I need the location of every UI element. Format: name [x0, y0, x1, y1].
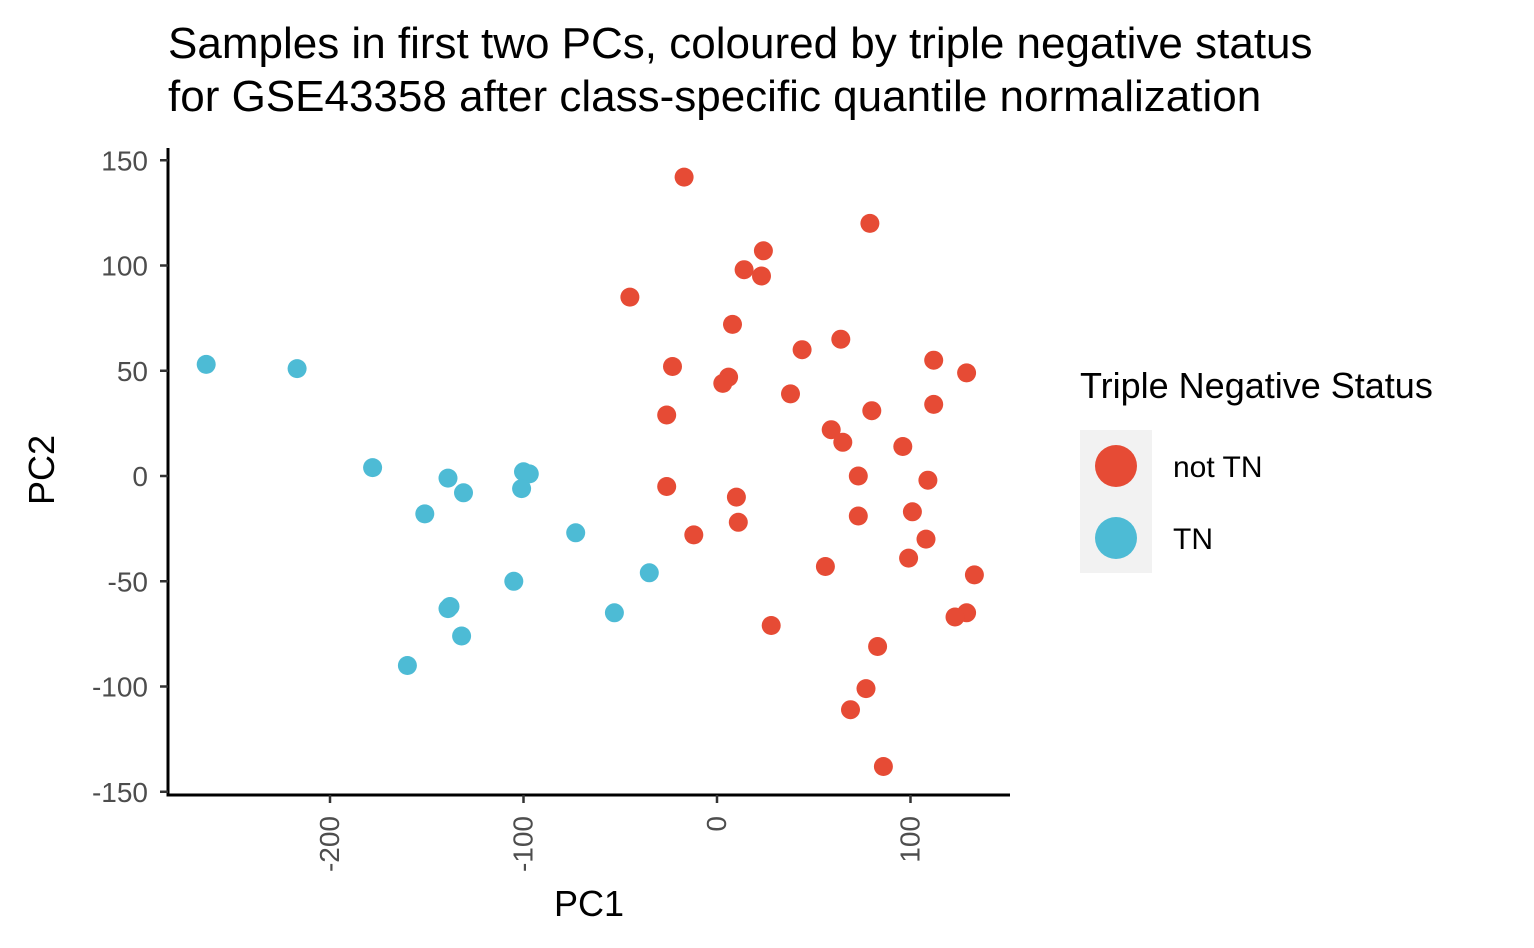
data-point: [657, 477, 677, 496]
data-point: [620, 287, 640, 307]
y-tick-label: 100: [101, 251, 148, 282]
data-point: [639, 563, 659, 583]
data-point: [821, 420, 841, 440]
data-point: [504, 571, 524, 591]
data-point: [438, 599, 458, 619]
y-axis-label: PC2: [21, 435, 62, 505]
legend-label: not TN: [1173, 451, 1263, 484]
data-point: [519, 464, 539, 484]
y-tick-label: 50: [117, 356, 148, 387]
data-point: [916, 529, 936, 549]
data-point: [902, 502, 922, 522]
data-point: [512, 479, 532, 499]
data-point: [726, 487, 746, 507]
data-point: [761, 616, 781, 635]
data-point: [196, 354, 216, 374]
legend-label: TN: [1173, 523, 1213, 556]
data-point: [657, 405, 677, 425]
data-point: [848, 506, 868, 526]
data-point: [781, 384, 800, 404]
data-point: [734, 260, 754, 280]
data-point: [945, 607, 965, 627]
points-layer: [196, 167, 984, 776]
data-point: [815, 557, 835, 576]
data-point: [856, 679, 876, 699]
data-point: [753, 241, 773, 261]
legend: not TN TN: [1080, 430, 1263, 573]
data-point: [452, 626, 472, 646]
chart-title-line-1: Samples in first two PCs, coloured by tr…: [168, 19, 1313, 68]
x-tick-label: -100: [508, 816, 539, 872]
data-point: [868, 637, 888, 656]
data-point: [674, 167, 694, 187]
data-point: [957, 363, 977, 383]
data-point: [831, 329, 851, 349]
data-point: [918, 470, 938, 490]
y-tick-label: 150: [101, 145, 148, 176]
data-point: [899, 548, 919, 568]
legend-key: [1095, 517, 1137, 559]
data-point: [924, 350, 944, 370]
chart-title-line-2: for GSE43358 after class-specific quanti…: [168, 72, 1262, 121]
data-point: [663, 357, 682, 376]
y-tick-label: 0: [132, 461, 148, 492]
data-point: [287, 359, 307, 379]
data-point: [848, 466, 868, 486]
axes-layer: [166, 148, 1010, 797]
data-point: [860, 213, 880, 233]
legend-title: Triple Negative Status: [1080, 365, 1433, 406]
data-point: [924, 394, 944, 414]
y-tick-label: -100: [92, 672, 148, 703]
x-axis-label: PC1: [554, 883, 624, 924]
data-point: [684, 525, 704, 545]
x-tick-label: 0: [701, 816, 732, 832]
data-point: [893, 437, 913, 456]
y-tick-label: -150: [92, 777, 148, 808]
data-point: [363, 458, 383, 478]
data-point: [397, 656, 417, 675]
data-point: [728, 512, 748, 532]
data-point: [964, 565, 984, 585]
y-tick-label: -50: [108, 566, 148, 597]
data-point: [566, 523, 586, 543]
x-tick-label: -200: [314, 816, 345, 872]
data-point: [752, 266, 771, 286]
data-point: [841, 700, 860, 720]
legend-key: [1095, 445, 1137, 487]
data-point: [415, 504, 435, 524]
data-point: [862, 401, 882, 421]
data-point: [833, 432, 853, 452]
data-point: [604, 603, 624, 623]
data-point: [454, 483, 473, 503]
x-tick-label: 100: [895, 816, 926, 863]
data-point: [873, 757, 893, 776]
data-point: [792, 340, 812, 360]
data-point: [438, 468, 458, 488]
ticks-layer: 150 100 50 0 -50 -100 -150 -200 -100 0 100: [92, 145, 926, 872]
data-point: [713, 373, 733, 393]
data-point: [723, 314, 742, 334]
